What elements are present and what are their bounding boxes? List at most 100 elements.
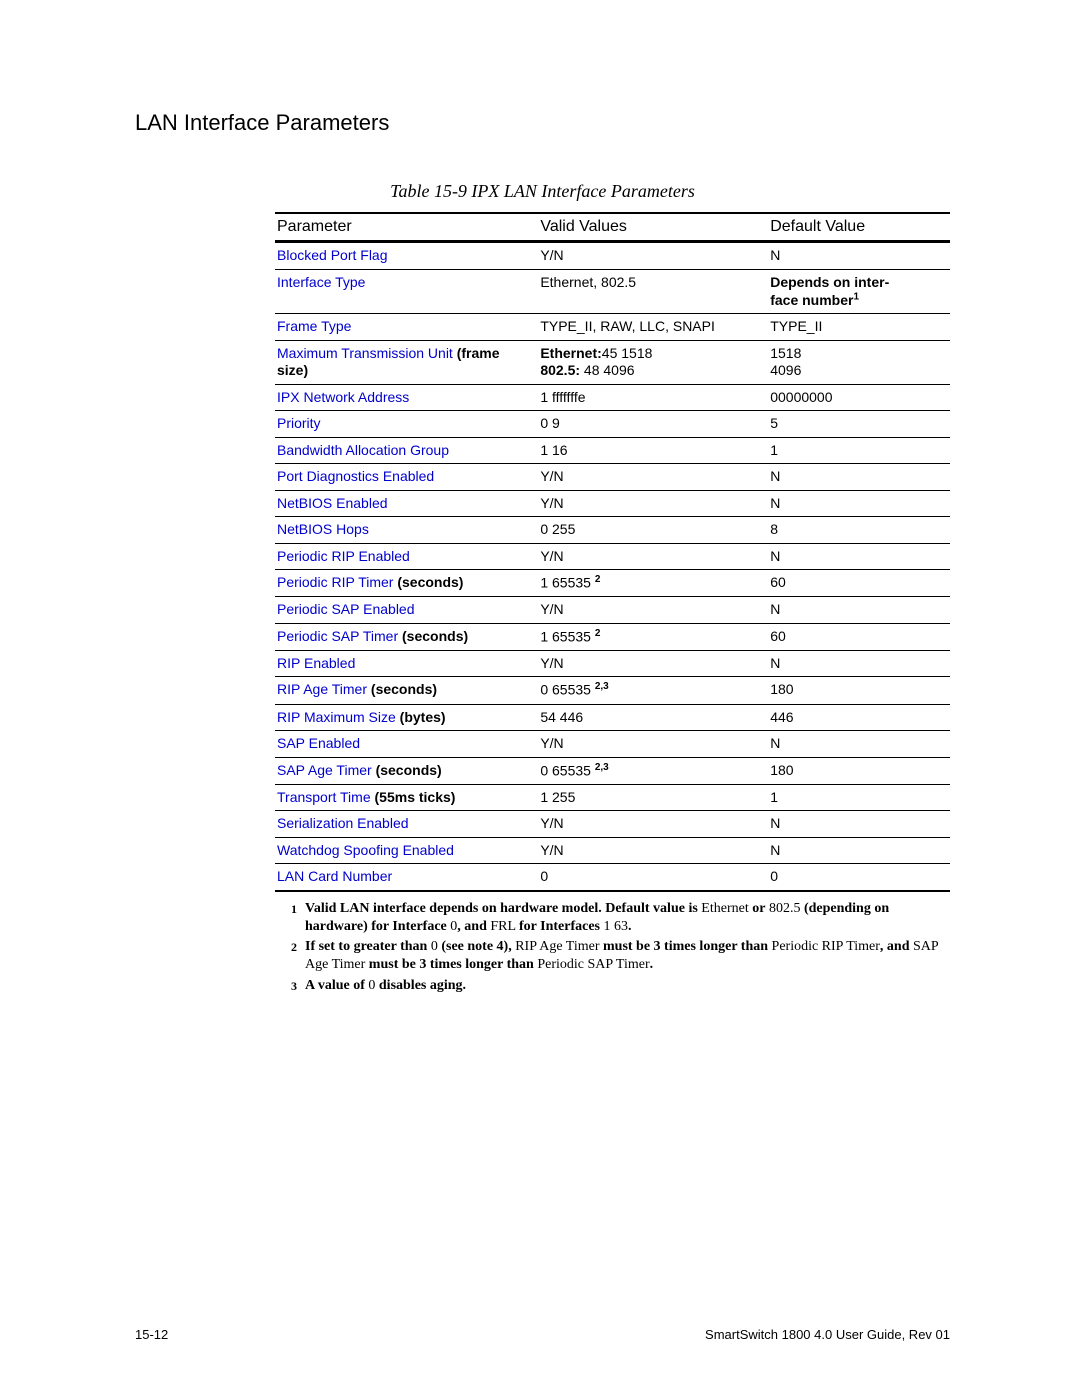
table-caption: Table 15-9 IPX LAN Interface Parameters <box>135 181 950 202</box>
parameter-link[interactable]: SAP Age Timer <box>277 762 372 778</box>
parameter-link[interactable]: Interface Type <box>277 274 365 290</box>
footnotes: 1Valid LAN interface depends on hardware… <box>275 900 950 995</box>
parameter-link[interactable]: Transport Time <box>277 789 371 805</box>
table-row: RIP Enabled Y/NN <box>275 650 950 677</box>
parameter-link[interactable]: RIP Age Timer <box>277 681 367 697</box>
default-value-cell: 180 <box>768 757 950 784</box>
table-row: RIP Age Timer (seconds)0 65535 2,3180 <box>275 677 950 704</box>
parameter-link[interactable]: Watchdog Spoofing Enabled <box>277 842 454 858</box>
parameter-link[interactable]: Periodic SAP Enabled <box>277 601 415 617</box>
parameter-link[interactable]: Periodic RIP Enabled <box>277 548 410 564</box>
default-value-cell: 15184096 <box>768 340 950 384</box>
table-row: Transport Time (55ms ticks)1 2551 <box>275 784 950 811</box>
param-cell: Periodic RIP Enabled <box>275 543 538 570</box>
table-row: LAN Card Number 00 <box>275 864 950 891</box>
valid-values-cell: Y/N <box>538 650 768 677</box>
param-cell: Priority <box>275 411 538 438</box>
table-row: SAP Age Timer (seconds) 0 65535 2,3180 <box>275 757 950 784</box>
footer-page-number: 15-12 <box>135 1327 168 1342</box>
header-valid-values: Valid Values <box>538 213 768 242</box>
param-cell: SAP Enabled <box>275 731 538 758</box>
default-value-cell: N <box>768 837 950 864</box>
footnote-text: If set to greater than 0 (see note 4), R… <box>305 938 950 974</box>
table-row: Bandwidth Allocation Group1 161 <box>275 437 950 464</box>
default-value-cell: 1 <box>768 784 950 811</box>
param-cell: RIP Age Timer (seconds) <box>275 677 538 704</box>
default-value-cell: N <box>768 731 950 758</box>
table-row: Serialization EnabledY/NN <box>275 811 950 838</box>
default-value-cell: 60 <box>768 623 950 650</box>
param-cell: Serialization Enabled <box>275 811 538 838</box>
default-value-cell: N <box>768 464 950 491</box>
parameter-link[interactable]: Port Diagnostics Enabled <box>277 468 434 484</box>
table-row: Periodic RIP Timer (seconds)1 65535 260 <box>275 570 950 597</box>
default-value-cell: Depends on inter-face number1 <box>768 269 950 314</box>
parameter-link[interactable]: LAN Card Number <box>277 868 392 884</box>
param-cell: NetBIOS Enabled <box>275 490 538 517</box>
table-row: Periodic RIP EnabledY/NN <box>275 543 950 570</box>
default-value-cell: 5 <box>768 411 950 438</box>
valid-values-cell: 0 65535 2,3 <box>538 757 768 784</box>
header-default-value: Default Value <box>768 213 950 242</box>
param-cell: Maximum Transmission Unit (frame size) <box>275 340 538 384</box>
table-row: Watchdog Spoofing Enabled Y/NN <box>275 837 950 864</box>
valid-values-cell: 0 <box>538 864 768 891</box>
param-cell: Blocked Port Flag <box>275 242 538 270</box>
default-value-cell: 1 <box>768 437 950 464</box>
valid-values-cell: 0 65535 2,3 <box>538 677 768 704</box>
parameter-link[interactable]: Maximum Transmission Unit <box>277 345 453 361</box>
table-row: Maximum Transmission Unit (frame size)Et… <box>275 340 950 384</box>
valid-values-cell: Y/N <box>538 242 768 270</box>
parameter-link[interactable]: Frame Type <box>277 318 351 334</box>
default-value-cell: N <box>768 242 950 270</box>
parameter-link[interactable]: SAP Enabled <box>277 735 360 751</box>
table-row: Periodic SAP EnabledY/NN <box>275 597 950 624</box>
table-row: Priority0 95 <box>275 411 950 438</box>
parameters-table: Parameter Valid Values Default Value Blo… <box>275 212 950 892</box>
valid-values-cell: 1 fffffffe <box>538 384 768 411</box>
param-cell: Transport Time (55ms ticks) <box>275 784 538 811</box>
default-value-cell: N <box>768 490 950 517</box>
param-cell: RIP Maximum Size (bytes) <box>275 704 538 731</box>
table-row: NetBIOS Hops0 2558 <box>275 517 950 544</box>
param-cell: Port Diagnostics Enabled <box>275 464 538 491</box>
param-cell: Watchdog Spoofing Enabled <box>275 837 538 864</box>
footnote-text: Valid LAN interface depends on hardware … <box>305 900 950 936</box>
parameter-link[interactable]: RIP Maximum Size <box>277 709 396 725</box>
parameter-link[interactable]: Periodic RIP Timer <box>277 574 393 590</box>
section-title: LAN Interface Parameters <box>135 110 950 136</box>
valid-values-cell: Y/N <box>538 543 768 570</box>
footnote: 1Valid LAN interface depends on hardware… <box>275 900 950 936</box>
default-value-cell: 180 <box>768 677 950 704</box>
parameter-link[interactable]: IPX Network Address <box>277 389 409 405</box>
parameter-suffix: (seconds) <box>372 762 442 778</box>
parameter-link[interactable]: Serialization Enabled <box>277 815 409 831</box>
param-cell: Periodic RIP Timer (seconds) <box>275 570 538 597</box>
header-parameter: Parameter <box>275 213 538 242</box>
footer-doc-title: SmartSwitch 1800 4.0 User Guide, Rev 01 <box>705 1327 950 1342</box>
parameter-link[interactable]: Periodic SAP Timer <box>277 628 398 644</box>
parameter-link[interactable]: Blocked Port Flag <box>277 247 388 263</box>
param-cell: RIP Enabled <box>275 650 538 677</box>
parameter-link[interactable]: NetBIOS Enabled <box>277 495 388 511</box>
valid-values-cell: 0 255 <box>538 517 768 544</box>
valid-values-cell: Y/N <box>538 597 768 624</box>
parameter-link[interactable]: Priority <box>277 415 321 431</box>
footnote-text: A value of 0 disables aging. <box>305 977 950 995</box>
parameter-link[interactable]: NetBIOS Hops <box>277 521 369 537</box>
table-row: SAP EnabledY/NN <box>275 731 950 758</box>
default-value-cell: 0 <box>768 864 950 891</box>
parameter-link[interactable]: Bandwidth Allocation Group <box>277 442 449 458</box>
parameter-link[interactable]: RIP Enabled <box>277 655 355 671</box>
valid-values-cell: 1 255 <box>538 784 768 811</box>
table-row: Periodic SAP Timer (seconds)1 65535 260 <box>275 623 950 650</box>
valid-values-cell: Ethernet, 802.5 <box>538 269 768 314</box>
default-value-cell: 60 <box>768 570 950 597</box>
default-value-cell: TYPE_II <box>768 314 950 341</box>
valid-values-cell: Y/N <box>538 490 768 517</box>
table-row: NetBIOS Enabled Y/NN <box>275 490 950 517</box>
valid-values-cell: Y/N <box>538 837 768 864</box>
valid-values-cell: Ethernet:45 1518802.5: 48 4096 <box>538 340 768 384</box>
table-row: Interface Type Ethernet, 802.5Depends on … <box>275 269 950 314</box>
default-value-cell: N <box>768 650 950 677</box>
